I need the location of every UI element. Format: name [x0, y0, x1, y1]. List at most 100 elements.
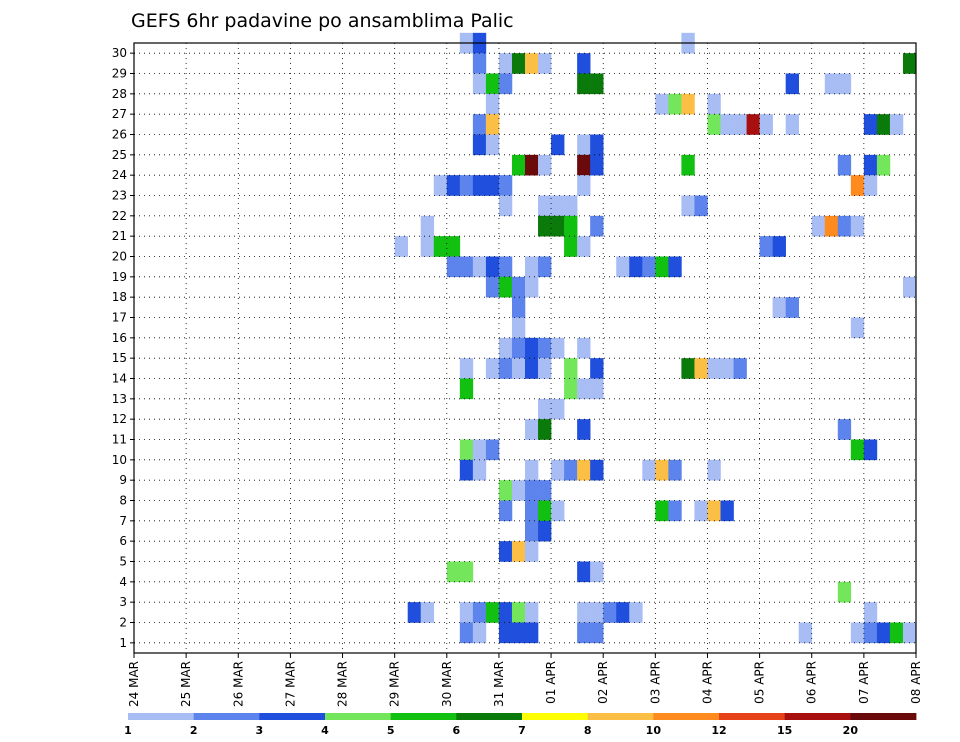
heatmap-cell — [511, 541, 526, 562]
color-legend: 1 2 3 4 5 6 7 8 10 12 15 20 — [124, 713, 917, 737]
heatmap-cell — [720, 500, 734, 522]
legend-swatch — [128, 713, 195, 720]
legend-swatch — [784, 713, 851, 720]
y-tick-label: 29 — [112, 67, 127, 81]
heatmap-cell — [889, 114, 904, 135]
heatmap-cell — [498, 500, 513, 522]
x-tick-label: 29 MAR — [388, 661, 402, 707]
heatmap-cell — [876, 154, 891, 176]
y-tick-label: 3 — [119, 595, 127, 609]
heatmap-cells — [394, 32, 917, 644]
heatmap-cell — [733, 114, 747, 135]
heatmap-cell — [420, 236, 435, 257]
heatmap-cell — [485, 73, 500, 95]
y-tick-label: 21 — [112, 229, 127, 243]
y-tick-label: 1 — [119, 636, 127, 650]
heatmap-cell — [459, 561, 474, 583]
heatmap-cell — [498, 276, 513, 298]
x-tick-label: 24 MAR — [127, 661, 141, 707]
heatmap-cell — [889, 622, 904, 644]
y-tick-label: 28 — [112, 87, 127, 101]
heatmap-cell — [603, 602, 617, 623]
heatmap-cell — [681, 154, 695, 176]
heatmap-cell — [551, 459, 565, 481]
legend-label: 8 — [584, 724, 592, 737]
heatmap-cell — [577, 622, 591, 644]
heatmap-cell — [498, 256, 513, 278]
heatmap-cell — [511, 622, 526, 644]
heatmap-cell — [564, 378, 578, 400]
heatmap-cell — [433, 236, 448, 257]
legend-label: 7 — [518, 724, 526, 737]
heatmap-cell — [538, 53, 552, 74]
legend-label: 12 — [711, 724, 726, 737]
heatmap-cell — [590, 602, 604, 623]
legend-label: 3 — [256, 724, 264, 737]
heatmap-cell — [863, 439, 878, 461]
heatmap-cell — [551, 134, 565, 156]
heatmap-cell — [446, 561, 461, 583]
heatmap-cell — [707, 358, 721, 379]
heatmap-cell — [511, 317, 526, 339]
heatmap-cell — [407, 602, 422, 623]
heatmap-cell — [564, 236, 578, 257]
heatmap-cell — [459, 175, 474, 196]
heatmap-cell — [498, 337, 513, 359]
heatmap-cell — [694, 358, 708, 379]
heatmap-cell — [850, 439, 865, 461]
y-tick-label: 25 — [112, 148, 127, 162]
heatmap-cell — [498, 541, 513, 562]
y-tick-label: 8 — [119, 494, 127, 508]
heatmap-cell — [720, 358, 734, 379]
heatmap-cell — [798, 622, 813, 644]
x-tick-label: 04 APR — [700, 661, 714, 704]
heatmap-cell — [902, 276, 917, 298]
heatmap-cell — [681, 195, 695, 217]
heatmap-cell — [746, 114, 760, 135]
x-tick-label: 06 APR — [805, 661, 819, 704]
heatmap-cell — [668, 93, 682, 115]
heatmap-cell — [511, 53, 526, 74]
heatmap-cell — [472, 459, 487, 481]
x-tick-label: 30 MAR — [440, 661, 454, 707]
heatmap-cell — [511, 602, 526, 623]
y-tick-label: 2 — [119, 616, 127, 630]
x-tick-label: 28 MAR — [336, 661, 350, 707]
heatmap-cell — [811, 215, 826, 237]
heatmap-cell — [525, 358, 539, 379]
heatmap-cell — [472, 439, 487, 461]
heatmap-cell — [551, 500, 565, 522]
heatmap-cell — [498, 175, 513, 196]
heatmap-cell — [538, 256, 552, 278]
heatmap-cell — [498, 53, 513, 74]
y-tick-label: 7 — [119, 514, 127, 528]
heatmap-cell — [498, 195, 513, 217]
heatmap-cell — [733, 358, 747, 379]
heatmap-cell — [577, 53, 591, 74]
heatmap-cell — [498, 602, 513, 623]
heatmap-cell — [902, 622, 917, 644]
heatmap-cell — [538, 500, 552, 522]
heatmap-cell — [655, 256, 669, 278]
heatmap-cell — [498, 73, 513, 95]
heatmap-cell — [577, 236, 591, 257]
heatmap-cell — [837, 73, 852, 95]
y-tick-label: 18 — [112, 290, 127, 304]
heatmap-cell — [511, 297, 526, 318]
heatmap-cell — [668, 256, 682, 278]
heatmap-cell — [616, 602, 630, 623]
heatmap-cell — [785, 297, 799, 318]
y-tick-label: 17 — [112, 311, 127, 325]
heatmap-cell — [525, 622, 539, 644]
heatmap-cell — [433, 175, 448, 196]
legend-swatch — [456, 713, 523, 720]
heatmap-cell — [446, 256, 461, 278]
heatmap-cell — [837, 581, 852, 603]
y-tick-label: 4 — [119, 575, 127, 589]
heatmap-cell — [538, 195, 552, 217]
heatmap-cell — [668, 459, 682, 481]
y-tick-label: 13 — [112, 392, 127, 406]
heatmap-cell — [642, 256, 656, 278]
heatmap-cell — [538, 520, 552, 542]
y-tick-label: 22 — [112, 209, 127, 223]
